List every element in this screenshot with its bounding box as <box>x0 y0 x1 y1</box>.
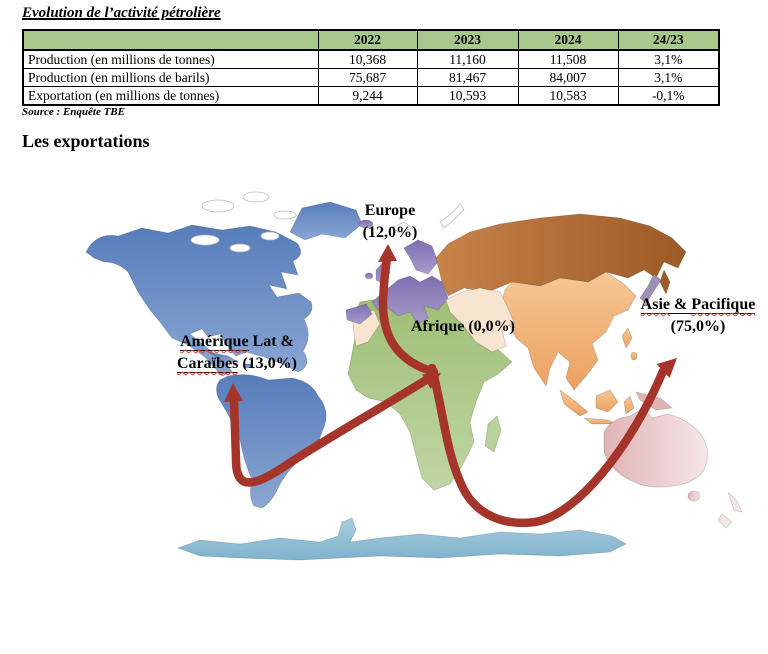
svalbard-shape <box>391 221 413 234</box>
row-label: Production (en millions de tonnes) <box>22 49 319 69</box>
philippine-island <box>630 351 638 361</box>
cell-value: 84,007 <box>517 68 619 87</box>
cell-value: 11,508 <box>517 49 619 69</box>
cell-value: 10,368 <box>317 49 418 69</box>
arctic-island <box>201 199 235 213</box>
caraibes-share: (13,0%) <box>238 355 297 372</box>
tasmania-shape <box>687 490 701 502</box>
europe-mainland-shape <box>371 275 449 325</box>
arrowheads <box>224 244 677 402</box>
cuba-shape <box>207 351 240 363</box>
arctic-island <box>190 234 220 246</box>
cell-value: 11,160 <box>416 49 519 69</box>
arctic-island <box>242 191 270 203</box>
sumatra-shape <box>559 388 589 417</box>
landmasses <box>85 191 743 561</box>
borneo-shape <box>595 389 619 413</box>
caraibes-word: Caraïbes <box>177 355 239 372</box>
novaya-zemlya-shape <box>439 203 465 229</box>
cell-value: 10,583 <box>517 86 619 106</box>
iberia-shape <box>345 303 373 325</box>
north-america-shape <box>85 224 313 377</box>
table-row-production-barils: Production (en millions de barils) 75,68… <box>22 68 720 87</box>
arctic-island <box>260 231 280 241</box>
new-guinea-shape <box>635 391 673 411</box>
oil-activity-table: 2022 2023 2024 24/23 Production (en mill… <box>22 29 720 106</box>
section-heading: Les exportations <box>22 131 150 151</box>
amerique-word: Amérique <box>180 333 249 350</box>
label-europe: Europe (12,0%) <box>330 200 450 244</box>
ireland-shape <box>364 272 374 280</box>
cell-value: 9,244 <box>317 86 418 106</box>
europe-name: Europe <box>364 202 416 219</box>
label-amerique-caraibes: Amérique Lat & Caraïbes (13,0%) <box>156 331 318 375</box>
world-map-canvas <box>85 191 743 561</box>
arrow-to-europe <box>378 253 439 377</box>
header-2024: 2024 <box>517 29 619 51</box>
header-ratio: 24/23 <box>617 29 720 51</box>
header-2023: 2023 <box>416 29 519 51</box>
europe-share: (12,0%) <box>362 224 418 241</box>
sakhalin-shape <box>659 268 671 296</box>
latin-america-arrowhead <box>224 383 243 402</box>
label-asie-pacifique: Asie & Pacifique (75,0%) <box>622 294 768 338</box>
source-note: Source : Enquête TBE <box>22 106 125 118</box>
arrow-to-latin-america <box>229 372 436 487</box>
japan-shape <box>639 273 662 305</box>
europe-arrowhead <box>378 244 397 262</box>
asie-word: Asie <box>640 296 670 313</box>
afrique-text: Afrique (0,0%) <box>411 318 515 335</box>
scandinavia-shape <box>403 239 439 275</box>
arctic-island <box>273 210 297 220</box>
export-arrows <box>229 253 668 528</box>
caribbean-island <box>242 363 254 369</box>
row-label: Production (en millions de barils) <box>22 68 319 87</box>
antarctica-shape <box>176 517 627 561</box>
philippines-shape <box>621 327 633 349</box>
page-title: Evolution de l’activité pétrolière <box>22 5 221 21</box>
sulawesi-shape <box>623 395 635 415</box>
asie-separator: & <box>670 296 692 313</box>
asia-shape <box>499 271 637 391</box>
cell-value: 75,687 <box>317 68 418 87</box>
southeast-asia-islands <box>559 327 638 425</box>
header-empty-cell <box>22 29 319 51</box>
arctic-island <box>229 243 251 253</box>
row-label: Exportation (en millions de tonnes) <box>22 86 319 106</box>
cell-value: -0,1% <box>617 86 720 106</box>
africa-arrowhead <box>422 373 441 389</box>
table-row-production-tonnes: Production (en millions de tonnes) 10,36… <box>22 49 720 69</box>
madagascar-shape <box>484 415 502 453</box>
new-zealand-north-shape <box>727 491 743 513</box>
cell-value: 3,1% <box>617 49 720 69</box>
header-2022: 2022 <box>317 29 418 51</box>
cell-value: 10,593 <box>416 86 519 106</box>
label-afrique: Afrique (0,0%) <box>398 316 528 338</box>
asia-pacific-arrowhead <box>656 358 677 378</box>
arrow-to-asia-pacific <box>427 363 668 528</box>
iceland-shape <box>358 219 374 229</box>
new-zealand-south-shape <box>717 513 733 529</box>
world-export-map: Europe (12,0%) Afrique (0,0%) Asie & Pac… <box>0 170 768 580</box>
table-header-row: 2022 2023 2024 24/23 <box>22 29 720 51</box>
cell-value: 3,1% <box>617 68 720 87</box>
pacifique-word: Pacifique <box>691 296 756 313</box>
table-row-exportation-tonnes: Exportation (en millions de tonnes) 9,24… <box>22 86 720 106</box>
arctic-islands <box>190 191 465 253</box>
asie-share: (75,0%) <box>670 318 726 335</box>
cell-value: 81,467 <box>416 68 519 87</box>
middle-east-shape <box>445 287 515 353</box>
amerique-rest: Lat & <box>248 333 294 350</box>
